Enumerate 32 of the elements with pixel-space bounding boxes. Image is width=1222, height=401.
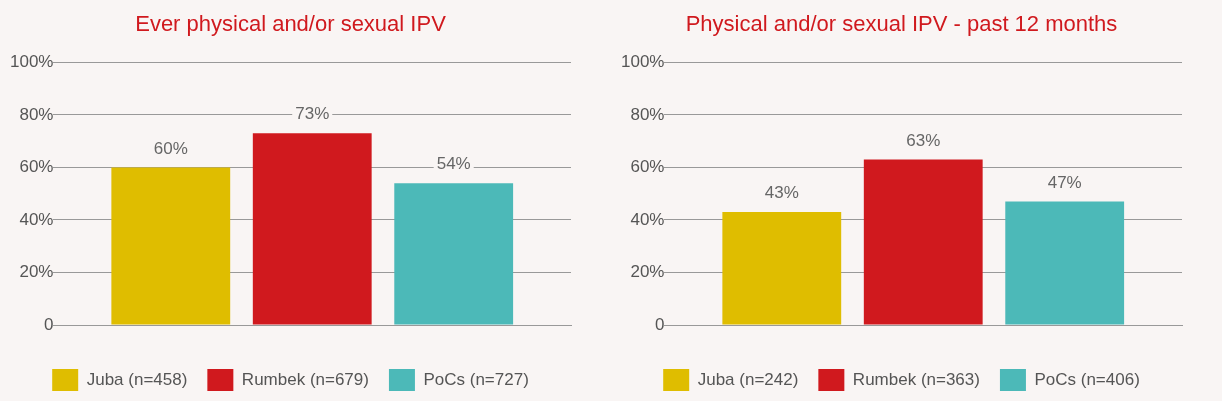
data-label: 63% xyxy=(906,130,941,150)
y-tick-label: 100% xyxy=(10,52,54,72)
y-tick-label: 20% xyxy=(19,262,54,282)
legend-label: PoCs (n=406) xyxy=(1034,369,1140,389)
bar xyxy=(252,133,372,325)
data-label: 43% xyxy=(764,183,799,203)
data-label: 47% xyxy=(1047,172,1082,192)
y-tick-label: 60% xyxy=(630,157,665,177)
chart-title: Ever physical and/or sexual IPV xyxy=(135,11,447,37)
bar xyxy=(722,212,842,325)
bar xyxy=(1005,201,1125,325)
chart-title: Physical and/or sexual IPV - past 12 months xyxy=(685,11,1118,37)
legend-label: Rumbek (n=679) xyxy=(241,369,369,389)
legend-label: Juba (n=242) xyxy=(697,369,799,389)
y-tick-label: 60% xyxy=(19,157,54,177)
data-label: 54% xyxy=(436,154,471,174)
data-label: 73% xyxy=(295,104,330,124)
legend-label: Juba (n=458) xyxy=(86,369,188,389)
data-label: 60% xyxy=(153,138,188,158)
bar xyxy=(394,183,514,325)
legend-label: PoCs (n=727) xyxy=(423,369,529,389)
y-tick-label: 40% xyxy=(630,209,665,229)
y-tick-label: 0 xyxy=(655,314,665,334)
bar xyxy=(863,159,983,325)
y-tick-label: 100% xyxy=(621,52,665,72)
legend-label: Rumbek (n=363) xyxy=(852,369,980,389)
y-tick-label: 40% xyxy=(19,209,54,229)
bar xyxy=(111,167,231,325)
y-tick-label: 0 xyxy=(44,314,54,334)
y-tick-label: 80% xyxy=(19,104,54,124)
y-tick-label: 20% xyxy=(630,262,665,282)
y-tick-label: 80% xyxy=(630,104,665,124)
